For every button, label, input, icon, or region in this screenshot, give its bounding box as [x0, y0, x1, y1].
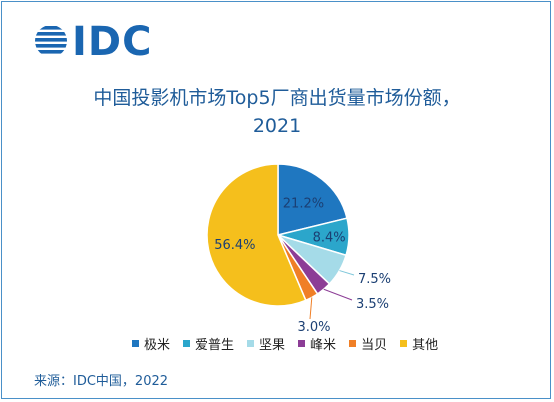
idc-logo: IDC [32, 19, 151, 65]
legend-item-fengmi: 峰米 [298, 334, 336, 353]
leader-line-dangbei [309, 297, 313, 320]
legend-label-other: 其他 [412, 337, 439, 353]
data-label-fengmi: 3.5% [356, 297, 389, 312]
data-label-dangbei: 3.0% [297, 320, 330, 335]
globe-icon [35, 26, 67, 54]
leader-line-fengmi [323, 288, 353, 301]
legend-swatch-epson [183, 339, 191, 347]
chart-subtitle: 2021 [252, 115, 302, 137]
legend-swatch-fengmi [298, 339, 306, 347]
legend-item-dangbei: 当贝 [349, 334, 387, 353]
legend-label-dangbei: 当贝 [361, 337, 388, 353]
chart-legend: 极米 爱普生 坚果 峰米 当贝 其他 [132, 333, 451, 353]
legend-item-epson: 爱普生 [183, 334, 234, 353]
logo-text: IDC [72, 19, 153, 65]
legend-label-jimi: 极米 [144, 337, 171, 353]
data-label-jianguo: 7.5% [358, 272, 391, 287]
source-note: 来源：IDC中国，2022 [34, 374, 169, 389]
leader-line-jianguo [339, 270, 355, 276]
legend-swatch-dangbei [349, 339, 357, 347]
legend-item-other: 其他 [400, 334, 438, 353]
legend-swatch-other [400, 339, 408, 347]
pie-slice-other [206, 163, 307, 307]
legend-swatch-jimi [132, 339, 139, 347]
pie-slice-jimi [277, 163, 348, 236]
legend-item-jianguo: 坚果 [247, 334, 285, 353]
legend-swatch-jianguo [247, 339, 255, 347]
data-label-other: 56.4% [214, 238, 255, 253]
legend-label-jianguo: 坚果 [259, 337, 286, 353]
legend-item-jimi: 极米 [132, 334, 170, 353]
data-label-jimi: 21.2% [283, 197, 324, 212]
data-label-epson: 8.4% [313, 230, 346, 245]
legend-label-fengmi: 峰米 [310, 337, 337, 353]
chart-title: 中国投影机市场Top5厂商出货量市场份额， [93, 87, 461, 109]
legend-label-epson: 爱普生 [195, 337, 235, 353]
